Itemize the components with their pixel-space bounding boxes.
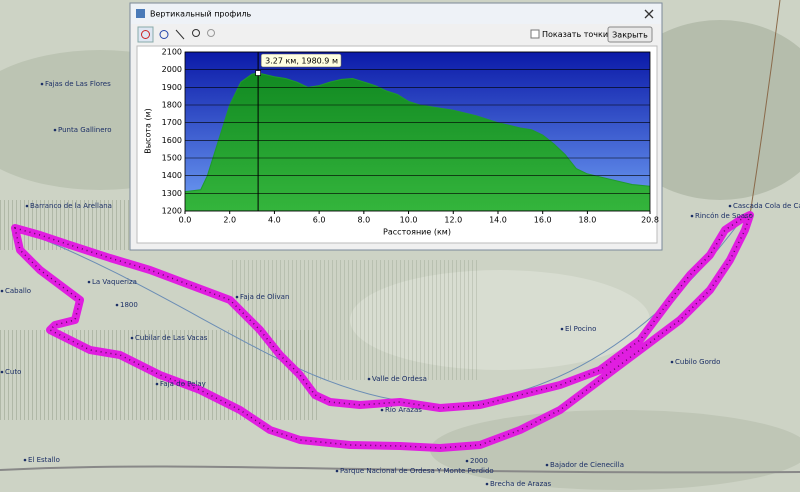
close-button-label: Закрыть [612, 31, 648, 40]
map-point [690, 214, 694, 218]
checkbox[interactable] [530, 29, 540, 39]
map-point [23, 458, 27, 462]
tooltip: 3.27 км, 1980.9 м [265, 57, 338, 66]
x-tick-label: 8.0 [357, 216, 370, 225]
map-point [87, 280, 91, 284]
x-tick-label: 10.0 [400, 216, 418, 225]
map-label: Fajas de Las Flores [45, 80, 111, 88]
x-axis-label: Расстояние (км) [383, 228, 451, 237]
map-label: Brecha de Arazas [490, 480, 552, 488]
cliff [230, 260, 480, 380]
checkbox-label: Показать точки трека [542, 30, 635, 39]
map-labels: Fajas de Las Flores Punta Gallinero Barran… [0, 80, 800, 488]
map-point [53, 128, 57, 132]
map-point [0, 370, 4, 374]
tool-zoom-out[interactable] [207, 29, 215, 37]
map-point [335, 469, 339, 473]
tool-zoom-in[interactable] [192, 29, 200, 37]
map-point [728, 204, 732, 208]
tool-measure[interactable] [175, 29, 185, 40]
map-point [25, 204, 29, 208]
map-point [155, 382, 159, 386]
window-title: Вертикальный профиль [150, 10, 252, 19]
map-label: Cubilar de Las Vacas [135, 334, 208, 342]
y-tick-label: 1700 [162, 118, 182, 127]
map-label: 2000 [470, 457, 488, 465]
elevation-area [185, 73, 650, 211]
track-points [13, 213, 752, 449]
close-button[interactable] [607, 26, 653, 43]
map-label: Río Arazas [385, 406, 422, 414]
x-tick-label: 4.0 [268, 216, 281, 225]
x-tick-label: 12.0 [444, 216, 462, 225]
road [0, 465, 800, 474]
map-label: Barranco de la Arellana [30, 202, 112, 210]
y-tick-label: 1300 [162, 189, 182, 198]
map-point [560, 327, 564, 331]
y-tick-label: 1900 [162, 83, 182, 92]
map-point [380, 408, 384, 412]
title-bar [131, 4, 661, 24]
window-icon [136, 9, 145, 18]
map-label: Caballo [5, 287, 31, 295]
map-point [485, 482, 489, 486]
x-tick-label: 20.8 [641, 216, 659, 225]
map-point [545, 463, 549, 467]
map-point [235, 295, 239, 299]
cursor-point [255, 70, 261, 76]
map-point [367, 377, 371, 381]
tooltip-bg [260, 53, 342, 68]
map-label: Punta Gallinero [58, 126, 112, 134]
map-point [130, 336, 134, 340]
tool-icon [141, 30, 150, 39]
y-tick-label: 1600 [162, 136, 182, 145]
map-label: Cuto [5, 368, 21, 376]
relief [430, 410, 800, 490]
map-label: Faja de Olivan [240, 293, 289, 301]
map-point [0, 289, 4, 293]
x-tick-label: 14.0 [489, 216, 507, 225]
x-tick-label: 16.0 [534, 216, 552, 225]
plot-frame [184, 51, 651, 212]
x-tick-label: 2.0 [223, 216, 236, 225]
toolbar: Показать точки трека Закрыть [137, 26, 653, 43]
tool-pan[interactable] [159, 30, 169, 39]
y-tick-label: 2000 [162, 65, 182, 74]
map-label: Rincón de Soaso [695, 212, 753, 220]
tool-select[interactable] [137, 26, 154, 43]
y-tick-label: 1800 [162, 101, 182, 110]
map-label: Valle de Ordesa [372, 375, 427, 383]
y-axis-label: Высота (м) [144, 108, 153, 153]
x-tick-label: 0.0 [179, 216, 192, 225]
plot: 1200 1300 1400 1500 1600 1700 1800 1900 2000 2100… [162, 48, 659, 225]
map-label: Cascada Cola de Caballo [733, 202, 800, 210]
map-label: El Pocino [565, 325, 596, 333]
map-point [670, 360, 674, 364]
x-tick-label: 6.0 [313, 216, 326, 225]
map-point [465, 459, 469, 463]
elevation-line [184, 72, 651, 193]
map-point [115, 303, 119, 307]
y-tick-label: 1500 [162, 154, 182, 163]
map-label: La Vaqueriza [92, 278, 137, 286]
x-tick-label: 18.0 [578, 216, 596, 225]
map-label: El Estallo [28, 456, 60, 464]
map-label: Faja de Pelay [160, 380, 206, 388]
y-tick-label: 1400 [162, 171, 182, 180]
map-label: Parque Nacional de Ordesa Y Monte Perdid… [340, 467, 494, 475]
close-icon[interactable] [644, 9, 654, 19]
profile-window: Вертикальный профиль Показать точки трек… [129, 2, 663, 251]
y-tick-label: 1200 [162, 207, 182, 216]
trail [749, 0, 781, 216]
map-label: 1800 [120, 301, 138, 309]
map-point [40, 82, 44, 86]
map-label: Cubilo Gordo [675, 358, 720, 366]
y-tick-label: 2100 [162, 48, 182, 57]
map-label: Bajador de Cienecilla [550, 461, 624, 469]
